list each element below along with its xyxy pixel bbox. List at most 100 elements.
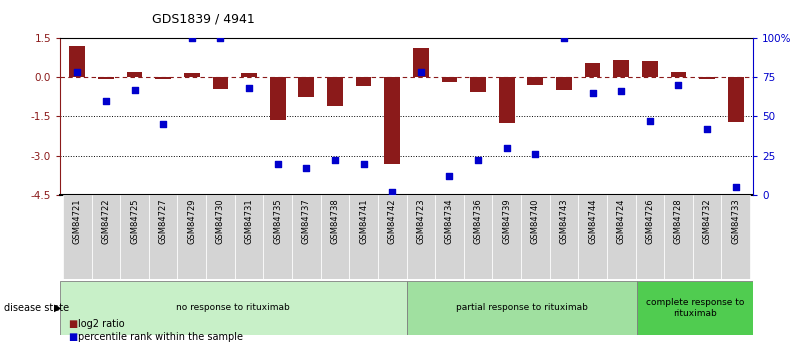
Text: GSM84734: GSM84734 [445,198,454,244]
Text: partial response to rituximab: partial response to rituximab [456,303,588,313]
Bar [556,77,572,90]
Bar [356,77,372,86]
Point [328,158,341,163]
Bar [149,195,178,279]
Bar [406,281,638,335]
Point [586,90,599,96]
Bar [241,73,257,77]
Point [185,35,198,41]
Point [70,70,83,75]
Text: GSM84724: GSM84724 [617,198,626,244]
Bar [127,72,143,77]
Point [157,121,170,127]
Text: GSM84735: GSM84735 [273,198,282,244]
Bar [664,195,693,279]
Bar [728,77,743,122]
Text: GSM84737: GSM84737 [302,198,311,244]
Point [386,189,399,195]
Point [443,173,456,179]
Point [99,98,112,104]
Text: GSM84733: GSM84733 [731,198,740,244]
Bar [470,77,486,91]
Bar [578,195,607,279]
Text: GSM84740: GSM84740 [531,198,540,244]
Text: GSM84725: GSM84725 [130,198,139,244]
Bar [464,195,493,279]
Text: GSM84723: GSM84723 [417,198,425,244]
Bar [235,195,264,279]
Text: GSM84742: GSM84742 [388,198,396,244]
Bar [441,77,457,82]
Text: ▶: ▶ [54,303,62,313]
Point [300,166,312,171]
Text: GDS1839 / 4941: GDS1839 / 4941 [152,12,255,25]
Bar [435,195,464,279]
Text: disease state: disease state [4,303,69,313]
Text: GSM84736: GSM84736 [473,198,482,244]
Point [501,145,513,150]
Bar [184,73,199,77]
Bar [63,195,91,279]
Point [672,82,685,88]
Text: GSM84743: GSM84743 [559,198,569,244]
Bar [413,48,429,77]
Text: ■: ■ [68,319,78,329]
Text: log2 ratio: log2 ratio [78,319,125,329]
Bar [638,281,753,335]
Point [214,35,227,41]
Bar [722,195,750,279]
Point [357,161,370,166]
Point [615,89,628,94]
Bar [320,195,349,279]
Bar [670,72,686,77]
Bar [212,77,228,89]
Bar [327,77,343,106]
Text: GSM84730: GSM84730 [216,198,225,244]
Bar [607,195,635,279]
Text: GSM84739: GSM84739 [502,198,511,244]
Bar [378,195,406,279]
Bar [178,195,206,279]
Text: no response to rituximab: no response to rituximab [176,303,290,313]
Bar [614,60,629,77]
Bar [499,77,514,123]
Text: ■: ■ [68,332,78,342]
Point [701,126,714,132]
Bar [528,77,543,85]
Bar [60,281,406,335]
Text: GSM84731: GSM84731 [244,198,254,244]
Bar [493,195,521,279]
Bar [693,195,722,279]
Text: GSM84726: GSM84726 [646,198,654,244]
Point [472,158,485,163]
Bar [406,195,435,279]
Point [243,86,256,91]
Bar [642,61,658,77]
Point [557,35,570,41]
Bar [585,63,601,77]
Point [414,70,427,75]
Bar [91,195,120,279]
Point [272,161,284,166]
Text: complete response to
rituximab: complete response to rituximab [646,298,744,318]
Bar [206,195,235,279]
Text: GSM84722: GSM84722 [102,198,111,244]
Text: percentile rank within the sample: percentile rank within the sample [78,332,244,342]
Bar [349,195,378,279]
Text: GSM84732: GSM84732 [702,198,711,244]
Bar [70,46,85,77]
Bar [699,77,715,79]
Text: GSM84729: GSM84729 [187,198,196,244]
Bar [270,77,285,120]
Bar [521,195,549,279]
Bar [635,195,664,279]
Bar [155,77,171,79]
Bar [98,77,114,79]
Point [730,184,743,190]
Text: GSM84744: GSM84744 [588,198,597,244]
Text: GSM84721: GSM84721 [73,198,82,244]
Bar [299,77,314,97]
Bar [120,195,149,279]
Bar [549,195,578,279]
Text: GSM84727: GSM84727 [159,198,167,244]
